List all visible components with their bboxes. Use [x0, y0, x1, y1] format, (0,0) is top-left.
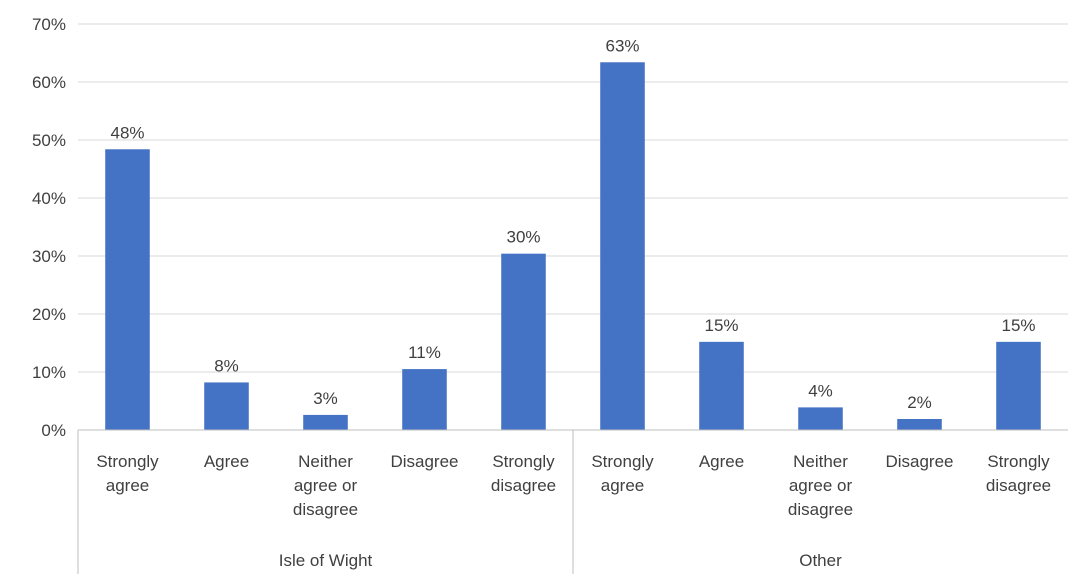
bars — [105, 62, 1041, 430]
category-label: Strongly — [492, 452, 555, 471]
category-label: Strongly — [987, 452, 1050, 471]
category-label: agree — [601, 476, 644, 495]
category-label: Strongly — [96, 452, 159, 471]
category-label: Agree — [204, 452, 249, 471]
category-label: Disagree — [885, 452, 953, 471]
category-label: Strongly — [591, 452, 654, 471]
category-label: agree — [106, 476, 149, 495]
y-tick-label: 60% — [32, 73, 66, 92]
gridlines — [78, 23, 1068, 373]
y-tick-label: 20% — [32, 305, 66, 324]
data-label: 48% — [110, 123, 144, 142]
data-labels: 48% 8% 3% 11% 30% 63% 15% 4% 2% 15% — [110, 36, 1035, 412]
data-label: 3% — [313, 389, 338, 408]
bar — [501, 253, 546, 430]
data-label: 8% — [214, 356, 239, 375]
data-label: 15% — [704, 316, 738, 335]
bar — [204, 382, 249, 430]
category-label: agree or — [294, 476, 358, 495]
data-label: 63% — [605, 36, 639, 55]
data-label: 15% — [1001, 316, 1035, 335]
bar — [996, 341, 1041, 430]
bar — [105, 149, 150, 430]
bar — [303, 414, 348, 430]
category-label: disagree — [986, 476, 1051, 495]
data-label: 11% — [408, 343, 441, 362]
y-axis: 0% 10% 20% 30% 40% 50% 60% 70% — [32, 15, 66, 440]
category-label: disagree — [491, 476, 556, 495]
category-label: disagree — [293, 500, 358, 519]
bar — [798, 407, 843, 430]
data-label: 2% — [907, 393, 932, 412]
category-label: disagree — [788, 500, 853, 519]
y-tick-label: 40% — [32, 189, 66, 208]
group-label: Other — [799, 551, 842, 570]
bar — [402, 369, 447, 430]
y-tick-label: 50% — [32, 131, 66, 150]
y-tick-label: 70% — [32, 15, 66, 34]
category-label: agree or — [789, 476, 853, 495]
data-label: 30% — [506, 228, 540, 247]
group-label: Isle of Wight — [279, 551, 373, 570]
y-tick-label: 10% — [32, 363, 66, 382]
y-tick-label: 0% — [41, 421, 66, 440]
category-label: Disagree — [390, 452, 458, 471]
category-label: Neither — [793, 452, 848, 471]
y-tick-label: 30% — [32, 247, 66, 266]
category-label: Agree — [699, 452, 744, 471]
category-label: Neither — [298, 452, 353, 471]
bar — [600, 62, 645, 430]
data-label: 4% — [808, 381, 833, 400]
bar — [897, 418, 942, 430]
bar — [699, 341, 744, 430]
x-axis: Strongly agree Agree Neither agree or disagre… — [77, 429, 1068, 574]
